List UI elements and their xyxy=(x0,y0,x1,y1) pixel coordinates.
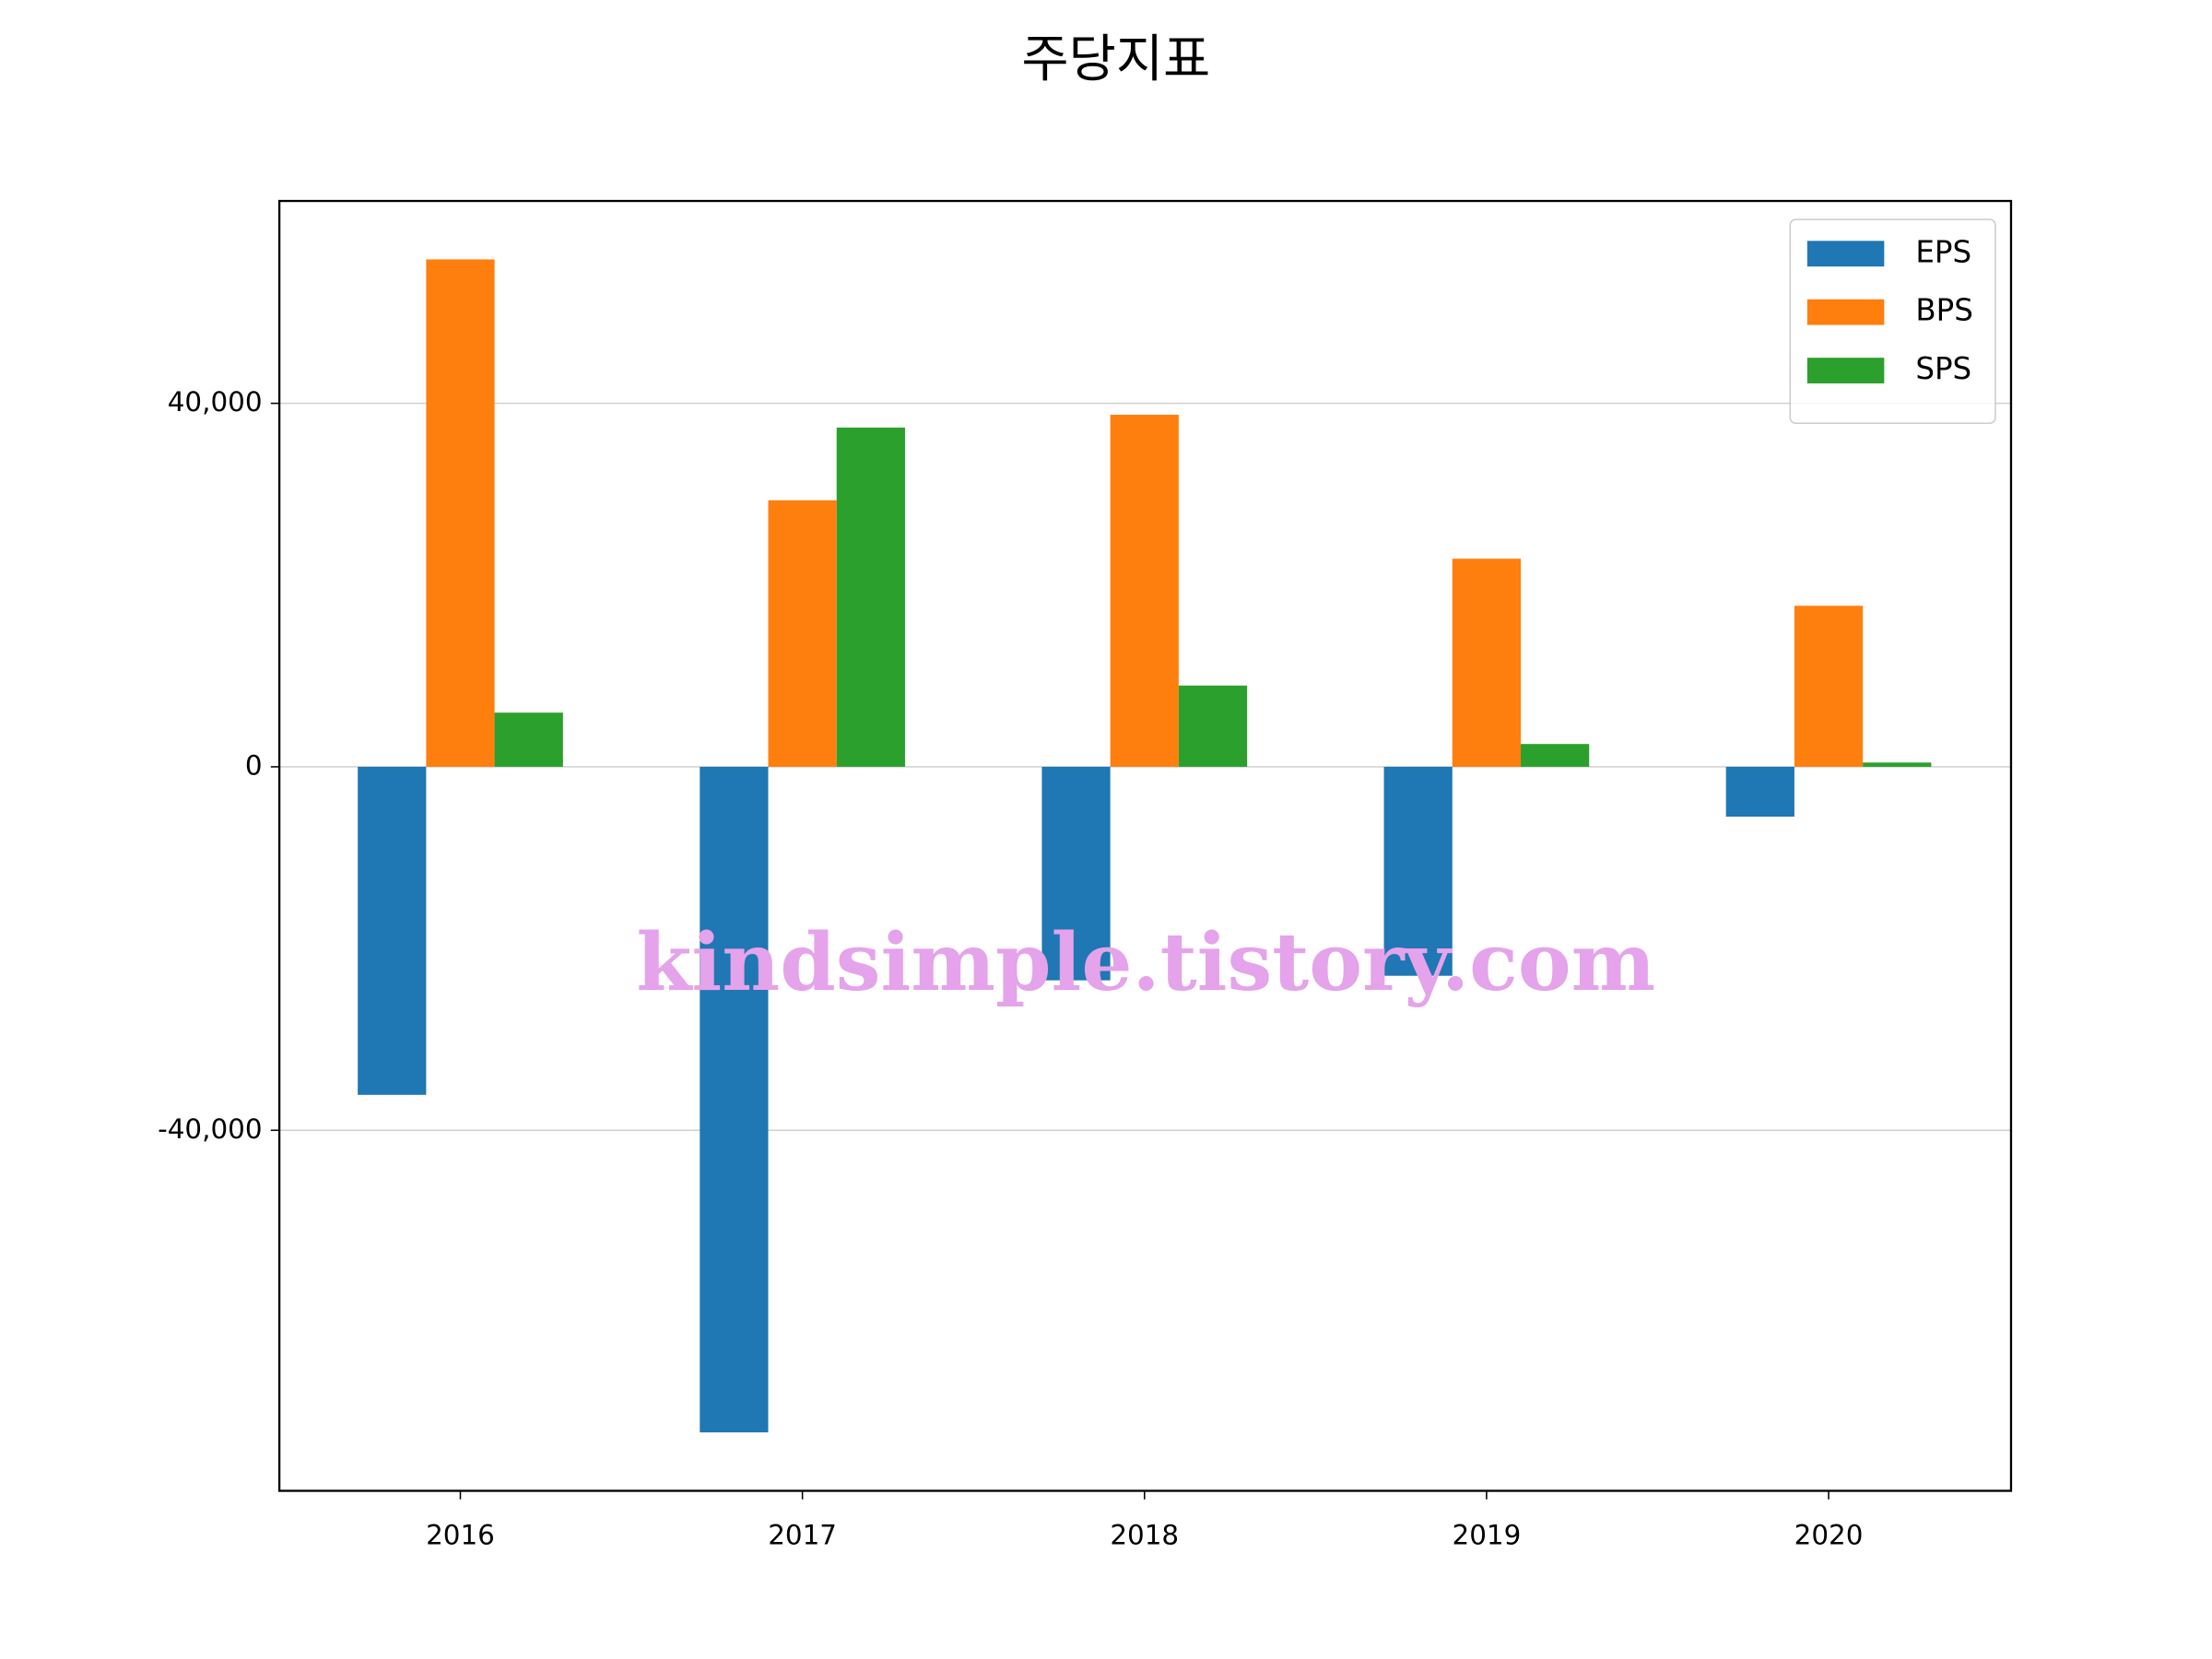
chart-title: 주당지표 xyxy=(1021,29,1210,89)
bar xyxy=(768,500,837,767)
watermark: kindsimple.tistory.com xyxy=(636,916,1655,1009)
bar xyxy=(700,766,769,1433)
x-tick-label: 2019 xyxy=(1453,1520,1522,1551)
plot-frame xyxy=(277,199,2013,1492)
plot-area: -40,000 0 40,000 2016 2017 2018 2019 2020 xyxy=(158,259,2011,1551)
x-tick-label: 2016 xyxy=(426,1520,495,1551)
legend-label: BPS xyxy=(1915,293,1972,328)
y-tick-label: -40,000 xyxy=(158,1113,262,1145)
y-tick-label: 0 xyxy=(245,749,263,781)
bar xyxy=(1521,744,1590,767)
bar xyxy=(1110,415,1179,767)
bar xyxy=(1794,606,1864,767)
legend-swatch xyxy=(1806,241,1885,267)
bar xyxy=(1452,559,1521,767)
x-tick-label: 2018 xyxy=(1110,1520,1179,1551)
bar xyxy=(358,766,427,1095)
bar xyxy=(1863,762,1932,767)
y-tick-label: 40,000 xyxy=(168,386,263,418)
legend-label: EPS xyxy=(1915,234,1971,269)
bar xyxy=(1725,766,1794,818)
bar xyxy=(1178,685,1248,767)
bar xyxy=(426,259,495,767)
legend-label: SPS xyxy=(1915,351,1971,386)
bar xyxy=(836,427,905,767)
legend: EPS BPS SPS xyxy=(1789,218,1996,425)
x-tick-label: 2017 xyxy=(768,1520,837,1551)
legend-swatch xyxy=(1806,299,1885,325)
bar xyxy=(1383,766,1453,976)
x-tick-label: 2020 xyxy=(1794,1520,1864,1551)
legend-swatch xyxy=(1806,358,1885,383)
bar xyxy=(1041,766,1111,981)
bar xyxy=(494,712,563,767)
